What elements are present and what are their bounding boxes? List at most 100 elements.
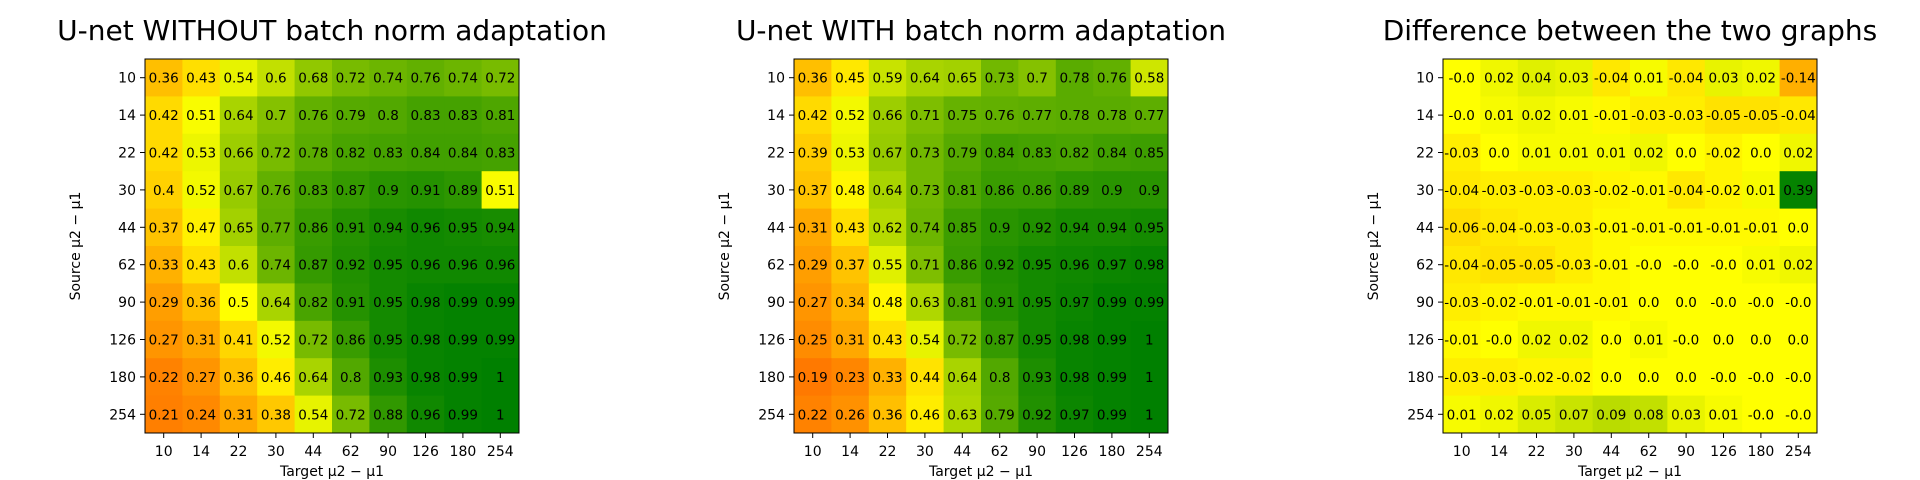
cell-value-label: 0.42 xyxy=(798,108,828,124)
cell-value-label: 0.82 xyxy=(1059,146,1089,162)
cell-value-label: 0.73 xyxy=(910,183,940,199)
heatmap-cell xyxy=(145,171,183,209)
x-tick-label: 10 xyxy=(155,444,173,460)
cell-value-label: 0.86 xyxy=(1022,183,1052,199)
heatmap-cell xyxy=(1443,208,1481,247)
cell-value-label: 0.86 xyxy=(298,220,328,236)
cell-value-label: 0.84 xyxy=(448,146,478,162)
cell-value-label: 0.81 xyxy=(485,108,515,124)
cell-value-label: 0.0 xyxy=(1713,333,1734,349)
y-tick-label: 62 xyxy=(1416,258,1434,274)
y-tick-label: 30 xyxy=(118,183,136,199)
cell-value-label: -0.0 xyxy=(1449,71,1475,87)
heatmap-cell xyxy=(182,320,221,359)
cell-value-label: 0.33 xyxy=(149,258,179,274)
y-tick-label: 14 xyxy=(1416,108,1434,124)
heatmap-cell xyxy=(1704,358,1743,396)
x-tick-label: 62 xyxy=(342,444,360,460)
cell-value-label: 0.88 xyxy=(373,407,403,423)
heatmap-cell xyxy=(943,246,982,284)
heatmap-cell xyxy=(906,246,944,284)
cell-value-label: -0.05 xyxy=(1482,258,1517,274)
heatmap-cell xyxy=(1517,96,1556,135)
heatmap-cell xyxy=(406,246,445,284)
cell-value-label: -0.04 xyxy=(1594,71,1629,87)
cell-value-label: 0.39 xyxy=(1783,183,1813,199)
cell-value-label: 1 xyxy=(1145,333,1154,349)
cell-value-label: 0.92 xyxy=(1022,220,1052,236)
cell-value-label: 0.9 xyxy=(1139,183,1160,199)
heatmap-cell xyxy=(1443,395,1481,434)
cell-value-label: 0.79 xyxy=(336,108,366,124)
y-tick-label: 22 xyxy=(1416,146,1434,162)
heatmap-cell xyxy=(1443,283,1481,322)
y-tick-label: 254 xyxy=(109,407,136,423)
heatmap-cell xyxy=(868,171,907,209)
cell-value-label: 0.09 xyxy=(1596,407,1626,423)
heatmap-cell xyxy=(406,59,445,97)
heatmap-cell xyxy=(481,320,520,359)
heatmap-cell xyxy=(981,358,1019,396)
cell-value-label: 0.22 xyxy=(149,370,179,386)
heatmap-cell xyxy=(1742,208,1780,247)
cell-value-label: 0.79 xyxy=(985,407,1015,423)
heatmap-cell xyxy=(1093,320,1131,359)
heatmap-cell xyxy=(1018,208,1057,247)
heatmap-cell xyxy=(868,59,907,97)
heatmap-cell xyxy=(1055,320,1094,359)
cell-value-label: 0.33 xyxy=(872,370,902,386)
heatmap-cell xyxy=(906,208,944,247)
heatmap-cell xyxy=(145,133,183,172)
cell-value-label: 0.83 xyxy=(1022,146,1052,162)
heatmap-cell xyxy=(406,395,445,434)
cell-value-label: 0.99 xyxy=(1097,333,1127,349)
heatmap-cell xyxy=(1517,133,1556,172)
heatmap-cell xyxy=(1592,246,1631,284)
cell-value-label: 0.02 xyxy=(1634,146,1664,162)
cell-value-label: -0.02 xyxy=(1706,183,1741,199)
cell-value-label: 0.84 xyxy=(1097,146,1127,162)
heatmap-cell xyxy=(444,171,482,209)
cell-value-label: -0.0 xyxy=(1785,370,1811,386)
cell-value-label: 0.64 xyxy=(298,370,328,386)
cell-value-label: 0.36 xyxy=(798,71,828,87)
heatmap-cell xyxy=(1093,283,1131,322)
heatmap-cell xyxy=(1130,358,1169,396)
heatmap-cell xyxy=(294,96,333,135)
heatmap-cell xyxy=(145,96,183,135)
cell-value-label: 0.23 xyxy=(835,370,865,386)
heatmap-cell xyxy=(1667,395,1706,434)
y-axis-label: Source μ2 − μ1 xyxy=(68,192,84,301)
cell-value-label: 0.96 xyxy=(1059,258,1089,274)
heatmap-cell xyxy=(1443,171,1481,209)
cell-value-label: 0.55 xyxy=(872,258,902,274)
heatmap-cell xyxy=(294,395,333,434)
heatmap-cell xyxy=(444,320,482,359)
heatmap-cell xyxy=(182,59,221,97)
heatmap-cell xyxy=(182,133,221,172)
y-tick-label: 10 xyxy=(767,71,785,87)
cell-value-label: 0.52 xyxy=(261,333,291,349)
cell-value-label: -0.0 xyxy=(1673,258,1699,274)
cell-value-label: -0.04 xyxy=(1444,183,1479,199)
heatmap-cell xyxy=(406,283,445,322)
cell-value-label: 0.78 xyxy=(1097,108,1127,124)
cell-value-label: 0.4 xyxy=(153,183,174,199)
cell-value-label: 0.01 xyxy=(1746,183,1776,199)
cell-value-label: 0.31 xyxy=(798,220,828,236)
cell-value-label: 0.02 xyxy=(1521,108,1551,124)
cell-value-label: 0.95 xyxy=(373,258,403,274)
heatmap-cell xyxy=(1742,133,1780,172)
heatmap-cell xyxy=(1779,171,1818,209)
cell-value-label: 0.87 xyxy=(336,183,366,199)
heatmap-cell xyxy=(1779,59,1818,97)
heatmap-cell xyxy=(1592,358,1631,396)
heatmap-cell xyxy=(1018,283,1057,322)
cell-value-label: 0.92 xyxy=(1022,407,1052,423)
cell-value-label: -0.01 xyxy=(1444,333,1479,349)
cell-value-label: 0.0 xyxy=(1675,370,1696,386)
heatmap-cell xyxy=(219,283,258,322)
cell-value-label: -0.01 xyxy=(1556,295,1591,311)
cell-value-label: 0.02 xyxy=(1559,333,1589,349)
cell-value-label: 0.19 xyxy=(798,370,828,386)
